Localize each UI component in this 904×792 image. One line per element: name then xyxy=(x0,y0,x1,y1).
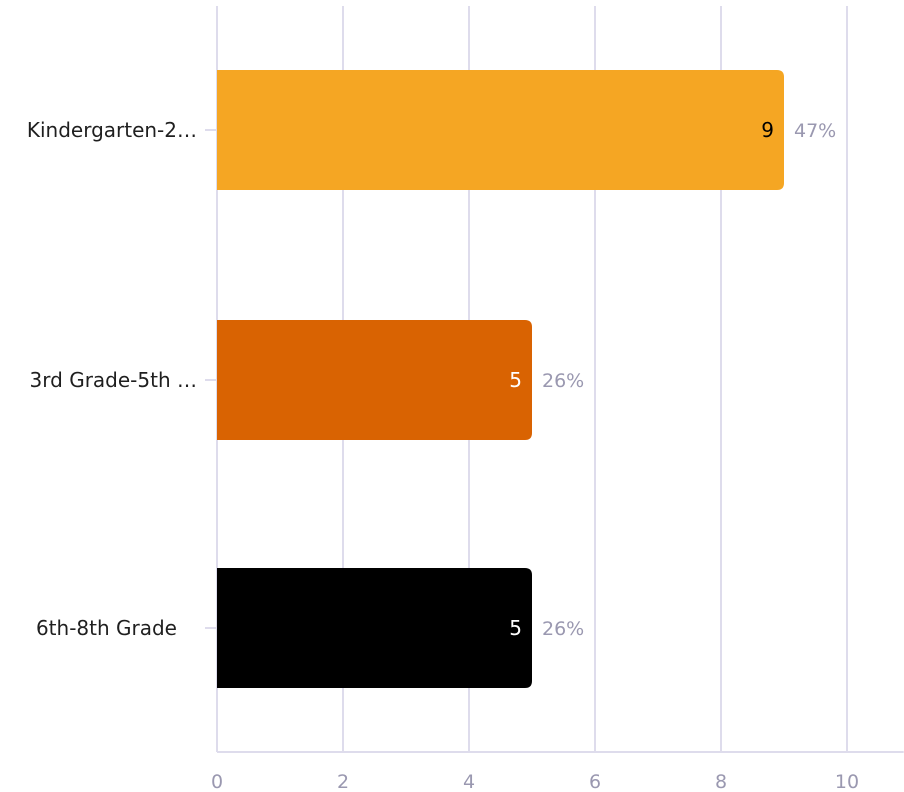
x-tick-label: 0 xyxy=(211,771,223,792)
bar-0 xyxy=(217,70,784,190)
x-tick-label: 6 xyxy=(589,771,601,792)
x-tick-label: 8 xyxy=(715,771,727,792)
percent-label: 47% xyxy=(794,120,836,142)
labels: Kindergarten-2… 9 47% 3rd Grade-5th … 5 26% 6t… xyxy=(27,118,836,640)
x-tick-label: 2 xyxy=(337,771,349,792)
percent-label: 26% xyxy=(542,618,584,640)
bars xyxy=(217,70,784,688)
bar-2 xyxy=(217,568,532,688)
x-tick-label: 10 xyxy=(835,771,859,792)
bar-1 xyxy=(217,320,532,440)
x-tick-label: 4 xyxy=(463,771,475,792)
value-label: 5 xyxy=(509,616,522,640)
value-label: 9 xyxy=(761,118,774,142)
category-label: 6th-8th Grade xyxy=(36,616,177,640)
x-axis-ticks: 0 2 4 6 8 10 xyxy=(211,771,859,792)
category-label: 3rd Grade-5th … xyxy=(30,368,197,392)
value-label: 5 xyxy=(509,368,522,392)
percent-label: 26% xyxy=(542,370,584,392)
category-label: Kindergarten-2… xyxy=(27,118,197,142)
